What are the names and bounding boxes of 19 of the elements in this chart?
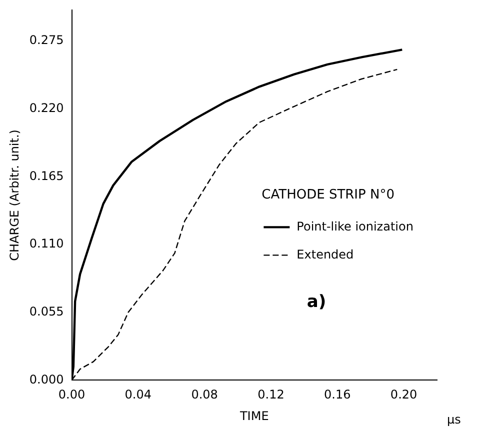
x-tick-label: 0.20 (390, 388, 418, 402)
legend-title: CATHODE STRIP N°0 (262, 188, 394, 203)
y-tick-label: 0.165 (29, 168, 64, 183)
x-tick-label: 0.08 (191, 388, 218, 402)
y-tick-label: 0.220 (29, 100, 64, 115)
y-axis-title: CHARGE (Arbitr. unit.) (7, 130, 22, 261)
y-tick-label: 0.110 (29, 236, 64, 251)
y-tick-label: 0.275 (29, 33, 64, 48)
legend-label: Point-like ionization (296, 219, 414, 234)
annotation: a) (306, 292, 326, 312)
x-axis-title: TIME (238, 408, 269, 423)
y-tick-label: 0.000 (29, 372, 64, 386)
x-tick-label: 0.16 (324, 388, 351, 402)
text: μs (447, 412, 461, 426)
y-tick-label: 0.055 (29, 304, 64, 318)
legend-label: Extended (296, 247, 354, 262)
x-tick-label: 0.04 (124, 388, 152, 402)
x-tick-label: 0.00 (58, 388, 86, 402)
x-tick-label: 0.12 (258, 388, 284, 402)
